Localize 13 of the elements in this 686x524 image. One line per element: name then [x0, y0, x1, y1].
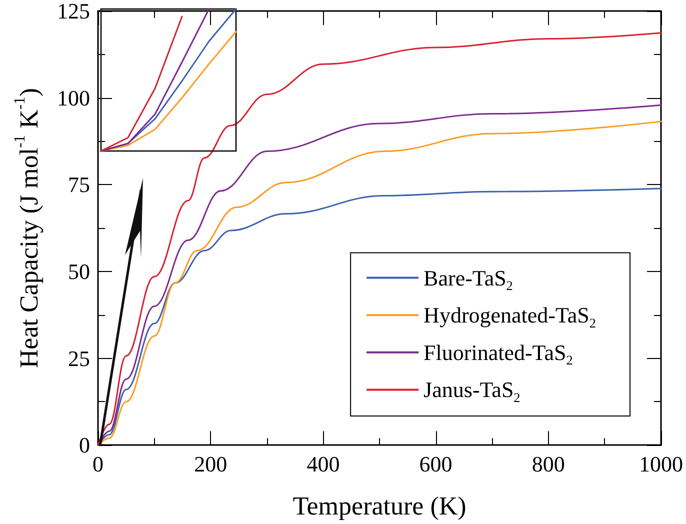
- y-axis-title: Heat Capacity (J mol-1 K-1): [12, 88, 44, 368]
- x-tick-label: 600: [419, 452, 452, 477]
- x-tick-label: 1000: [639, 452, 683, 477]
- x-tick-label: 800: [532, 452, 565, 477]
- y-tick-label: 50: [68, 258, 90, 284]
- y-tick-label: 0: [79, 432, 90, 458]
- y-tick-label: 125: [57, 0, 90, 24]
- y-tick-label: 25: [68, 346, 90, 371]
- x-tick-label: 400: [306, 452, 340, 477]
- y-tick-label: 100: [57, 85, 90, 110]
- y-tick-label: 75: [68, 172, 90, 198]
- x-tick-label: 200: [194, 452, 228, 477]
- x-axis-title: Temperature (K): [292, 492, 466, 520]
